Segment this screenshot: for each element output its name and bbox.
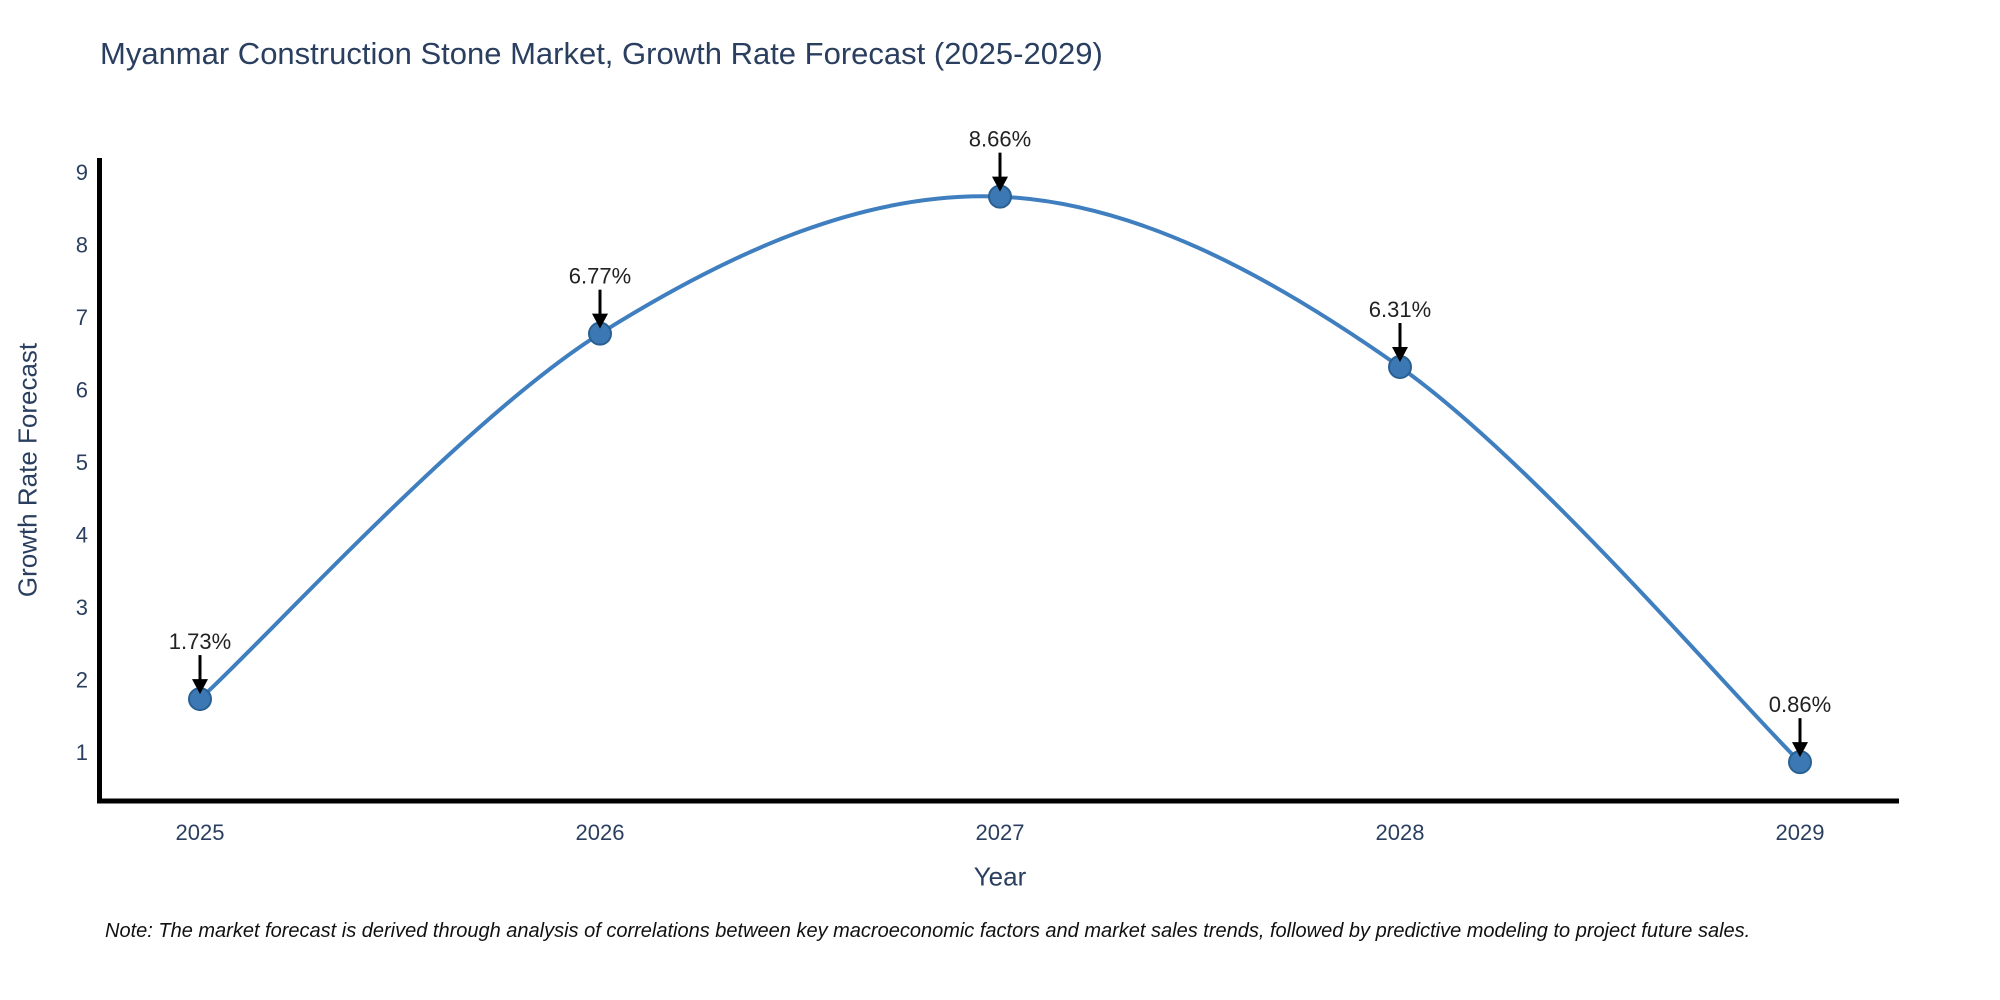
trend-line <box>198 194 1802 764</box>
x-tick-label-2027: 2027 <box>976 820 1025 845</box>
annotation-arrowhead <box>992 176 1008 192</box>
annotation-arrowhead <box>192 679 208 695</box>
annotation-arrowhead <box>1392 347 1408 363</box>
annotation-arrowhead <box>592 313 608 329</box>
x-axis-title: Year <box>973 861 1027 892</box>
y-tick-label-2: 2 <box>76 668 88 693</box>
data-point-label-2028: 6.31% <box>1369 297 1431 322</box>
y-tick-label-3: 3 <box>76 595 88 620</box>
y-tick-label-6: 6 <box>76 378 88 403</box>
y-tick-label-7: 7 <box>76 305 88 330</box>
y-tick-label-8: 8 <box>76 233 88 258</box>
data-point-label-2029: 0.86% <box>1769 692 1831 717</box>
x-tick-label-2025: 2025 <box>176 820 225 845</box>
data-point-label-2027: 8.66% <box>969 127 1031 152</box>
y-tick-label-4: 4 <box>76 523 88 548</box>
x-tick-label-2028: 2028 <box>1376 820 1425 845</box>
data-point-label-2026: 6.77% <box>569 264 631 289</box>
y-tick-label-9: 9 <box>76 160 88 185</box>
annotation-arrowhead <box>1792 742 1808 758</box>
chart-title: Myanmar Construction Stone Market, Growt… <box>100 36 1103 71</box>
y-tick-label-5: 5 <box>76 450 88 475</box>
x-tick-label-2029: 2029 <box>1776 820 1825 845</box>
data-point-label-2025: 1.73% <box>169 629 231 654</box>
x-tick-label-2026: 2026 <box>576 820 625 845</box>
y-tick-label-1: 1 <box>76 740 88 765</box>
footnote: Note: The market forecast is derived thr… <box>105 920 1751 942</box>
